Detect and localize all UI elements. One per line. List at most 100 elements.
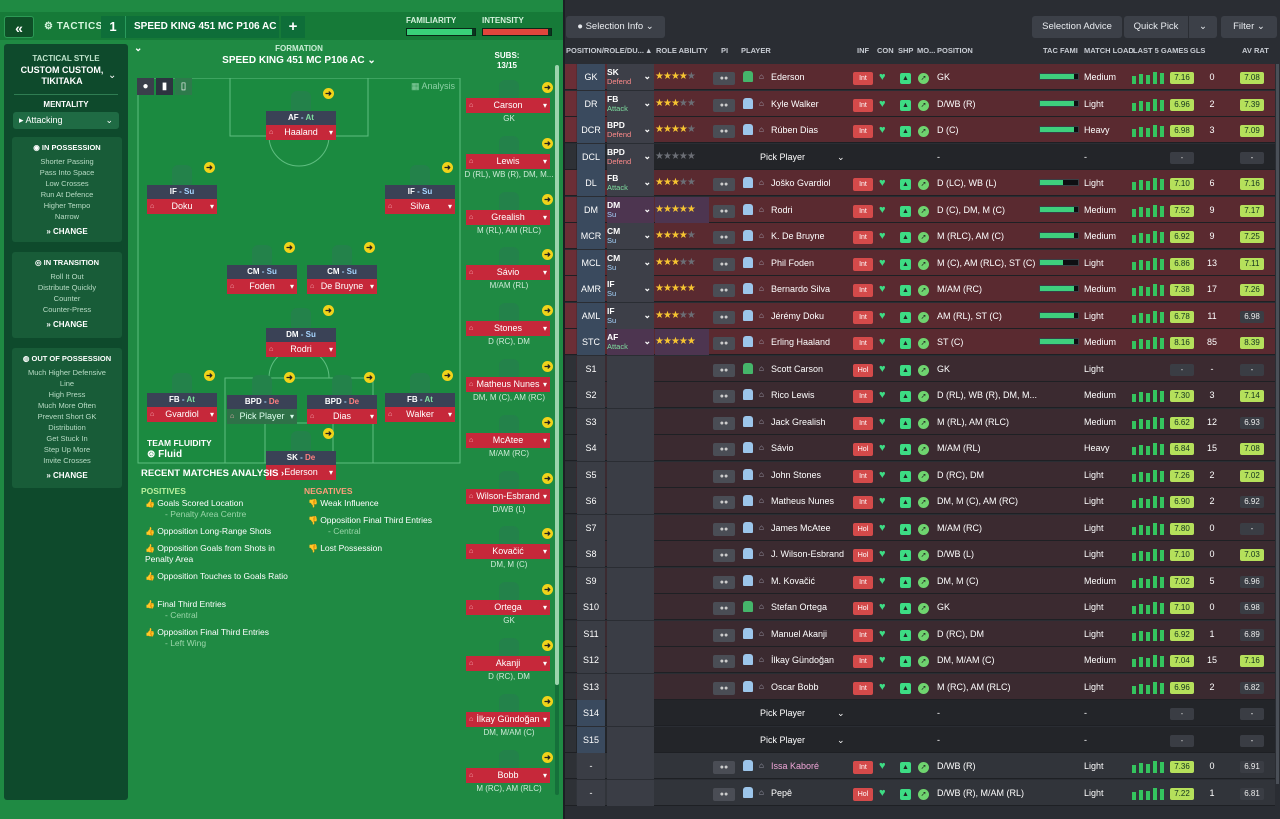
row-slot[interactable]: S8 [577,541,605,567]
back-button[interactable]: « [4,16,34,38]
instruction-arrow-icon[interactable]: ➜ [542,361,553,372]
left-scrollbar[interactable] [555,65,559,795]
analysis-button[interactable]: ▦ Analysis [411,81,456,91]
positive-item[interactable]: 👍 Opposition Final Third Entries - Left W… [145,627,305,649]
player-instructions-icon[interactable]: ●● [713,170,735,196]
mentality-select[interactable]: ▸ Attacking ⌄ [13,112,119,129]
positive-item[interactable]: 👍 Goals Scored Location - Penalty Area Ce… [145,498,305,520]
quick-pick-menu-button[interactable]: ⌄ [1189,16,1217,38]
pitch-player-fb[interactable]: ➜ FB - At ⌂ Gvardiol ▾ [147,370,217,422]
pitch-player-af[interactable]: ➜ AF - At ⌂ Haaland ▾ [266,88,336,140]
table-row[interactable]: S3 ●● ⌂ Jack Grealish Int ♥ ▲ ➚ M (RL), AM (RLC)… [565,408,1275,435]
row-role[interactable]: BPD Defend ⌄ [607,117,654,143]
player-instructions-icon[interactable]: ●● [713,462,735,488]
row-role[interactable]: CM Su ⌄ [607,249,654,276]
instruction-arrow-icon[interactable]: ➜ [442,370,453,381]
row-slot[interactable]: AML [577,302,605,329]
player-role[interactable]: BPD - De [307,395,377,409]
sub-name-slot[interactable]: ⌂ Lewis ▾ [466,153,550,169]
table-row[interactable]: DM DM Su ⌄ ★★★★★ ●● ⌂ Rodri Int ♥ ▲ ➚ D (C), DM, M (… [565,196,1275,223]
player-name[interactable]: Pick Player [760,734,806,745]
player-name-slot[interactable]: ⌂ Silva ▾ [385,199,455,214]
table-row[interactable]: MCL CM Su ⌄ ★★★★★ ●● ⌂ Phil Foden Int ♥ ▲ ➚ M (C), A… [565,249,1275,276]
row-role[interactable]: SK Defend ⌄ [607,64,654,90]
negative-item[interactable]: 👎 Opposition Final Third Entries - Centra… [308,515,468,537]
sub-name-slot[interactable]: ⌂ Carson ▾ [466,98,550,113]
player-name[interactable]: Rodri [771,204,793,215]
player-name-slot[interactable]: ⌂ Doku ▾ [147,199,217,214]
table-row[interactable]: - ●● ⌂ Issa Kaboré Int ♥ ▲ ➚ D/WB (R) Light 7.36 0 6… [565,753,1275,779]
row-slot[interactable]: S3 [577,408,605,435]
instruction-arrow-icon[interactable]: ➜ [542,528,553,540]
table-row[interactable]: S7 ●● ⌂ James McAtee Hol ♥ ▲ ➚ M/AM (RC) Light 7.8… [565,514,1275,541]
pitch-player-cm[interactable]: ➜ CM - Su ⌂ Foden ▾ [227,242,297,294]
chevron-down-icon[interactable]: ⌄ [837,734,845,745]
player-name-slot[interactable]: ⌂ Foden ▾ [227,279,297,294]
table-row[interactable]: AMR IF Su ⌄ ★★★★★ ●● ⌂ Bernardo Silva Int ♥ ▲ ➚ M/AM… [565,276,1275,302]
row-slot[interactable]: S11 [577,620,605,647]
row-slot[interactable]: MCL [577,249,605,276]
pitch-player-cm[interactable]: ➜ CM - Su ⌂ De Bruyne ▾ [307,242,377,294]
table-row[interactable]: S8 ●● ⌂ J. Wilson-Esbrand Hol ♥ ▲ ➚ D/WB (L) Ligh… [565,541,1275,567]
player-name[interactable]: Scott Carson [771,363,824,374]
substitute-card[interactable]: ➜ ⌂ Lewis ▾ D (RL), WB (R), DM, M... [464,135,554,180]
player-name[interactable]: J. Wilson-Esbrand [771,549,845,559]
pitch-player-if[interactable]: ➜ IF - Su ⌂ Silva ▾ [385,162,455,214]
player-name-slot[interactable]: ⌂ Haaland ▾ [266,125,336,140]
view-players-icon[interactable]: ● [137,78,154,95]
player-name[interactable]: Joško Gvardiol [771,178,831,188]
col-tac-fami[interactable]: TAC FAMI [1043,46,1078,55]
player-name[interactable]: Bernardo Silva [771,284,831,294]
intensity-bar[interactable] [482,28,552,36]
player-instructions-icon[interactable]: ●● [713,409,735,435]
instruction-arrow-icon[interactable]: ➜ [542,640,553,651]
table-row[interactable]: S10 ●● ⌂ Stefan Ortega Hol ♥ ▲ ➚ GK Light 7.10 0 6.9… [565,594,1275,620]
player-name-slot[interactable]: ⌂ Walker ▾ [385,407,455,422]
player-name[interactable]: Pepê [771,787,793,798]
substitute-card[interactable]: ➜ ⌂ İlkay Gündoğan ▾ DM, M/AM (C) [464,693,554,738]
pitch-player-bpd[interactable]: ➜ BPD - De ⌂ Pick Player ▾ [227,372,297,424]
selection-advice-button[interactable]: Selection Advice [1032,16,1122,38]
row-slot[interactable]: DCL [577,143,605,170]
sub-name-slot[interactable]: ⌂ Kovačić ▾ [466,544,550,560]
col-match-load[interactable]: MATCH LOAD [1084,46,1134,55]
table-row[interactable]: S6 ●● ⌂ Matheus Nunes Int ♥ ▲ ➚ DM, M (C), AM (R… [565,488,1275,514]
player-instructions-icon[interactable]: ●● [713,621,735,647]
player-instructions-icon[interactable]: ●● [713,541,735,567]
player-name[interactable]: Jérémy Doku [771,310,825,321]
row-slot[interactable]: - [577,753,605,779]
player-name[interactable]: Stefan Ortega [771,602,828,612]
player-name[interactable]: James McAtee [771,522,831,533]
pitch-player-bpd[interactable]: ➜ BPD - De ⌂ Dias ▾ [307,372,377,424]
row-slot[interactable]: MCR [577,223,605,249]
player-instructions-icon[interactable]: ●● [713,223,735,249]
row-slot[interactable]: GK [577,64,605,90]
recent-matches-analysis-link[interactable]: RECENT MATCHES ANALYSIS › [141,468,285,479]
positive-item[interactable]: 👍 Opposition Long-Range Shots [145,526,305,537]
quick-pick-button[interactable]: Quick Pick [1124,16,1188,38]
player-name[interactable]: Oscar Bobb [771,681,819,692]
row-slot[interactable]: DCR [577,117,605,143]
player-name[interactable]: Phil Foden [771,257,815,268]
sub-name-slot[interactable]: ⌂ Ortega ▾ [466,600,550,616]
player-role[interactable]: AF - At [266,111,336,125]
row-slot[interactable]: S4 [577,435,605,461]
table-row[interactable]: AML IF Su ⌄ ★★★★★ ●● ⌂ Jérémy Doku Int ♥ ▲ ➚ AM (RL)… [565,302,1275,329]
tactic-select[interactable]: SPEED KING 451 MC P106 AC ⌄ [125,16,279,54]
sub-name-slot[interactable]: ⌂ Wilson-Esbrand ▾ [466,488,550,504]
player-name[interactable]: Rúben Dias [771,125,819,135]
player-name-slot[interactable]: ⌂ Rodri ▾ [266,342,336,357]
row-role[interactable]: FB Attack ⌄ [607,170,654,196]
table-row[interactable]: S2 ●● ⌂ Rico Lewis Int ♥ ▲ ➚ D (RL), WB (R), DM,… [565,382,1275,408]
player-instructions-icon[interactable]: ●● [713,356,735,382]
table-row[interactable]: S15 Pick Player ⌄ - - - - [565,726,1275,753]
player-name[interactable]: Ederson [771,72,805,82]
player-instructions-icon[interactable]: ●● [713,91,735,117]
player-name[interactable]: K. De Bruyne [771,231,825,241]
player-instructions-icon[interactable]: ●● [713,117,735,143]
col-inf[interactable]: INF [857,46,870,55]
instruction-arrow-icon[interactable]: ➜ [323,428,334,439]
row-slot[interactable]: S15 [577,726,605,753]
row-slot[interactable]: S1 [577,355,605,382]
col-con[interactable]: CON [877,46,894,55]
